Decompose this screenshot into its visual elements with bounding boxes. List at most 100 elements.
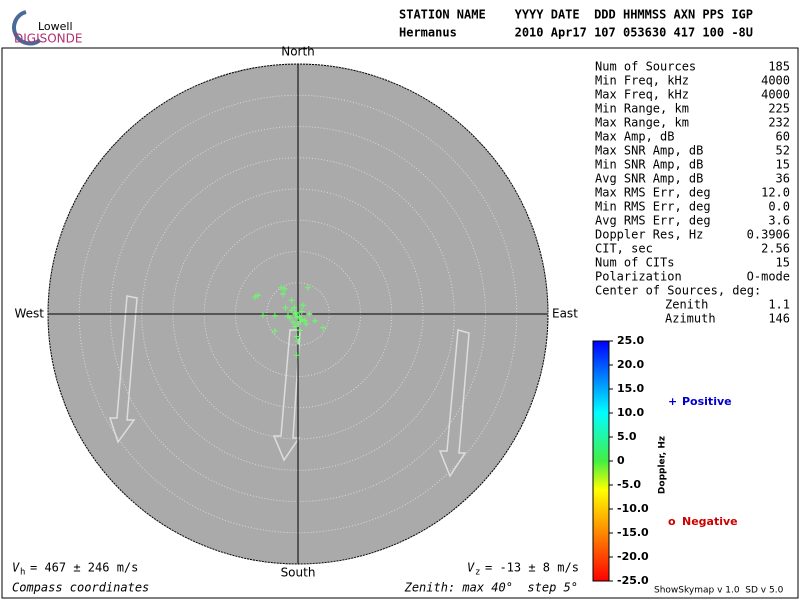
stat-label: Polarization <box>595 270 682 284</box>
direction-label: East <box>552 307 578 321</box>
stat-label: Min Freq, kHz <box>595 74 689 88</box>
stat-value: O-mode <box>747 270 790 284</box>
velocity-symbol: V <box>12 561 20 575</box>
stat-value: 52 <box>776 144 790 158</box>
velocity-arrows <box>108 295 470 478</box>
stat-label: Max Range, km <box>595 116 689 130</box>
source-point <box>311 317 318 324</box>
source-point <box>278 284 285 291</box>
source-point <box>271 327 278 334</box>
source-point <box>297 318 304 325</box>
source-point <box>291 304 298 311</box>
source-point <box>298 308 305 315</box>
zenith-note: Zenith: max 40° step 5° <box>404 581 578 595</box>
colorbar-tick-label: -5.0 <box>617 478 641 491</box>
source-point <box>293 309 300 316</box>
stat-value: 4000 <box>761 74 790 88</box>
stat-value: 0.3906 <box>747 228 790 242</box>
stat-label: Max RMS Err, deg <box>595 186 711 200</box>
colorbar-tick-label: 5.0 <box>617 430 637 443</box>
header-line: STATION NAME YYYY DATE DDD HHMMSS AXN PP… <box>399 8 753 22</box>
source-point <box>251 294 258 301</box>
logo-swoosh <box>12 10 42 46</box>
stat-label: Avg RMS Err, deg <box>595 214 711 228</box>
arrow <box>438 329 470 478</box>
direction-label: West <box>14 307 44 321</box>
stat-label: Max Amp, dB <box>595 130 674 144</box>
source-point <box>285 312 291 319</box>
stat-value: 60 <box>776 130 790 144</box>
source-point <box>255 292 261 299</box>
stat-value: 36 <box>776 172 790 186</box>
colorbar-tick-label: -10.0 <box>617 502 649 515</box>
source-point <box>303 321 310 327</box>
arrow <box>108 295 138 444</box>
source-point <box>294 314 301 321</box>
frame <box>1 47 799 599</box>
source-point <box>260 312 266 319</box>
stat-label: Zenith <box>665 298 708 312</box>
logo: Lowell DIGISONDE <box>12 10 82 46</box>
colorbar-tick-label: -20.0 <box>617 550 649 563</box>
source-point <box>305 284 311 291</box>
source-point <box>291 323 298 330</box>
stat-value: 1.1 <box>768 298 790 312</box>
source-point <box>301 317 308 324</box>
source-point <box>320 324 326 331</box>
source-point <box>282 304 289 311</box>
stat-label: Azimuth <box>665 312 716 326</box>
source-point <box>281 286 288 292</box>
logo-bottom: DIGISONDE <box>14 32 82 46</box>
direction-label: North <box>281 45 315 59</box>
source-point <box>288 297 295 304</box>
source-point <box>300 302 306 309</box>
legend-marker: o <box>668 515 676 528</box>
stat-value: 3.6 <box>768 214 790 228</box>
source-point <box>293 333 300 340</box>
stat-value: 185 <box>768 60 790 74</box>
colorbar-tick-label: 25.0 <box>617 334 644 347</box>
stat-label: Num of Sources <box>595 60 696 74</box>
stat-value: 232 <box>768 116 790 130</box>
stat-value: 225 <box>768 102 790 116</box>
stat-value: 15 <box>776 256 790 270</box>
legend-entry: Negative <box>682 515 738 528</box>
colorbar-tick-label: -15.0 <box>617 526 649 539</box>
source-point <box>295 338 301 345</box>
stat-label: Min SNR Amp, dB <box>595 158 703 172</box>
stat-value: 146 <box>768 312 790 326</box>
stat-value: 0.0 <box>768 200 790 214</box>
velocity-text: = -13 ± 8 m/s <box>485 561 579 575</box>
stat-label: Min RMS Err, deg <box>595 200 711 214</box>
direction-label: South <box>281 566 316 580</box>
legend-marker: + <box>668 395 677 408</box>
stat-label: CIT, sec <box>595 242 653 256</box>
stat-value: 2.56 <box>761 242 790 256</box>
source-point <box>293 352 300 359</box>
header-line: Hermanus 2010 Apr17 107 053630 417 100 -… <box>399 26 753 40</box>
colorbar-tick-label: 10.0 <box>617 406 644 419</box>
logo-top: Lowell <box>38 20 73 33</box>
stat-label: Max SNR Amp, dB <box>595 144 703 158</box>
stat-value: 12.0 <box>761 186 790 200</box>
footer: V h = 467 ± 246 m/s V z = -13 ± 8 m/s Co… <box>12 561 784 596</box>
source-point <box>290 319 296 326</box>
coords-note: Compass coordinates <box>12 581 149 595</box>
stat-value: 4000 <box>761 88 790 102</box>
stat-label: Num of CITs <box>595 256 674 270</box>
source-point <box>271 312 278 319</box>
source-point <box>280 291 286 297</box>
velocity-subscript: h <box>20 568 25 578</box>
colorbar-tick-label: 15.0 <box>617 382 644 395</box>
colorbar-tick-label: 20.0 <box>617 358 644 371</box>
source-point <box>296 327 303 334</box>
colorbar-tick-label: 0 <box>617 454 625 467</box>
version-note: ShowSkymap v 1.0 SD v 5.0 <box>654 586 784 596</box>
arrow <box>272 329 301 462</box>
stat-heading: Center of Sources, deg: <box>595 284 761 298</box>
stat-label: Max Freq, kHz <box>595 88 689 102</box>
velocity-subscript: z <box>475 568 480 578</box>
stat-value: 15 <box>776 158 790 172</box>
colorbar-label: Doppler, Hz <box>658 436 668 494</box>
